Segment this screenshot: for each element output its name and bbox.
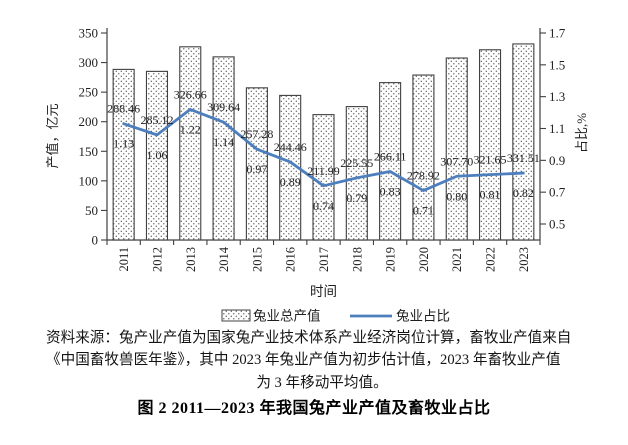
- legend-bar-label: 兔业总产值: [253, 309, 321, 324]
- pct-value-label: 1.14: [213, 135, 234, 149]
- x-axis-title: 时间: [310, 284, 337, 299]
- x-tick-label-2023: 2023: [517, 247, 531, 272]
- pct-value-label: 0.82: [513, 186, 534, 200]
- svg-text:占比,%: 占比,%: [574, 113, 589, 153]
- bar-2021: [445, 57, 468, 241]
- bar-2018: [345, 106, 368, 241]
- svg-text:2020: 2020: [417, 247, 431, 272]
- bar-value-label: 321.65: [474, 153, 507, 167]
- svg-text:2011: 2011: [117, 247, 131, 272]
- x-tick-label-2011: 2011: [117, 247, 131, 272]
- pct-value-label: 1.13: [113, 137, 134, 151]
- bar-value-label: 225.55: [340, 156, 373, 170]
- bar-2023: [512, 43, 535, 241]
- y-right-tick-label: 1.3: [549, 89, 565, 104]
- figure-title: 图 2 2011—2023 年我国兔产业产值及畜牧业占比: [137, 400, 491, 417]
- y-right-tick-label: 0.7: [549, 185, 566, 200]
- combo-chart: 0 50 100 150 200 250 300 350 0.5 0.7 0.9 1.1 1.3 1.5 1…: [45, 26, 589, 324]
- x-tick-label-2019: 2019: [384, 247, 398, 272]
- pct-value-label: 0.80: [446, 189, 467, 203]
- source-note-line-3: 为 3 年移动平均值。: [256, 374, 388, 391]
- source-note: 资料来源：兔产业产值为国家兔产业技术体系产业经济岗位计算，畜牧业产值来自 《中国…: [46, 327, 598, 394]
- y-left-tick-label: 300: [79, 55, 99, 70]
- svg-text:2022: 2022: [484, 247, 498, 272]
- svg-text:2021: 2021: [450, 247, 464, 272]
- bar-value-label: 326.66: [174, 87, 207, 101]
- x-tick-label-2022: 2022: [484, 247, 498, 272]
- x-tick-label-2016: 2016: [284, 247, 298, 272]
- y-left-tick-label: 350: [79, 26, 99, 41]
- bar-2022: [478, 49, 502, 241]
- bar-value-label: 266.11: [374, 149, 407, 163]
- svg-text:2019: 2019: [384, 247, 398, 272]
- y-left-tick-label: 100: [79, 173, 99, 188]
- svg-text:2018: 2018: [350, 247, 364, 272]
- y-left-tick-label: 0: [92, 233, 99, 248]
- svg-text:2017: 2017: [317, 247, 331, 272]
- pct-value-label: 0.83: [380, 184, 401, 198]
- legend-line-label: 兔业占比: [396, 309, 450, 324]
- legend: 兔业总产值 兔业占比: [221, 309, 450, 324]
- legend-bar-swatch: [221, 309, 251, 322]
- pct-value-label: 1.06: [146, 148, 167, 162]
- y-left-tick-label: 150: [79, 144, 99, 159]
- svg-text:2012: 2012: [150, 247, 164, 272]
- x-tick-label-2020: 2020: [417, 247, 431, 272]
- pct-value-label: 0.79: [346, 191, 367, 205]
- x-tick-label-2017: 2017: [317, 247, 331, 272]
- bar-value-label: 331.51: [507, 151, 540, 165]
- bar-2011: [112, 68, 135, 241]
- x-tick-label-2013: 2013: [184, 247, 198, 272]
- y-left-tick-label: 200: [79, 114, 99, 129]
- bar-value-label: 278.92: [407, 169, 440, 183]
- x-tick-label-2018: 2018: [350, 247, 364, 272]
- y-right-tick-label: 0.9: [549, 153, 565, 168]
- y-right-tick-label: 1.7: [549, 26, 566, 41]
- y-left-tick-label: 50: [85, 203, 98, 218]
- y-axis-right-title: 占比,%: [574, 113, 589, 153]
- bar-value-label: 211.99: [307, 164, 340, 178]
- svg-text:2023: 2023: [517, 247, 531, 272]
- bar-2019: [379, 82, 402, 241]
- bar-2020: [412, 74, 435, 241]
- pct-value-label: 0.81: [480, 188, 501, 202]
- chart-area: 0 50 100 150 200 250 300 350 0.5 0.7 0.9 1.1 1.3 1.5 1…: [45, 26, 589, 324]
- svg-text:2014: 2014: [217, 246, 231, 272]
- x-tick-label-2014: 2014: [217, 246, 231, 272]
- bar-value-label: 257.28: [240, 127, 273, 141]
- pct-value-label: 0.89: [280, 175, 301, 189]
- y-right-tick-label: 0.5: [549, 217, 565, 232]
- bar-value-label: 285.12: [140, 113, 173, 127]
- bar-2013: [179, 46, 202, 241]
- svg-text:2016: 2016: [284, 247, 298, 272]
- svg-text:2015: 2015: [250, 247, 264, 272]
- y-right-tick-label: 1.1: [549, 121, 565, 136]
- bar-2016: [279, 94, 302, 241]
- x-tick-label-2012: 2012: [150, 247, 164, 272]
- bar-2015: [245, 87, 268, 241]
- svg-text:2013: 2013: [184, 247, 198, 272]
- pct-value-label: 1.22: [180, 122, 201, 136]
- source-note-line-2: 《中国畜牧兽医年鉴》，其中 2023 年兔业产值为初步估计值，2023 年畜牧业…: [46, 352, 561, 369]
- source-note-line-1: 资料来源：兔产业产值为国家兔产业技术体系产业经济岗位计算，畜牧业产值来自: [46, 330, 572, 346]
- pct-value-label: 0.74: [313, 199, 334, 213]
- pct-value-label: 0.71: [413, 204, 434, 218]
- trend-line: [122, 108, 525, 192]
- y-axis-left-title: 产值，亿元: [45, 103, 60, 168]
- bar-value-label: 309.64: [207, 100, 240, 114]
- bar-2014: [212, 56, 235, 241]
- y-left-tick-label: 250: [79, 85, 99, 100]
- bar-value-label: 244.46: [274, 140, 307, 154]
- pct-value-label: 0.97: [246, 162, 267, 176]
- bar-2012: [145, 70, 169, 241]
- x-tick-label-2021: 2021: [450, 247, 464, 272]
- svg-text:产值，亿元: 产值，亿元: [45, 103, 60, 168]
- bar-value-label: 288.46: [107, 102, 140, 116]
- bar-value-label: 307.70: [440, 154, 473, 168]
- y-right-tick-label: 1.5: [549, 57, 565, 72]
- x-tick-label-2015: 2015: [250, 247, 264, 272]
